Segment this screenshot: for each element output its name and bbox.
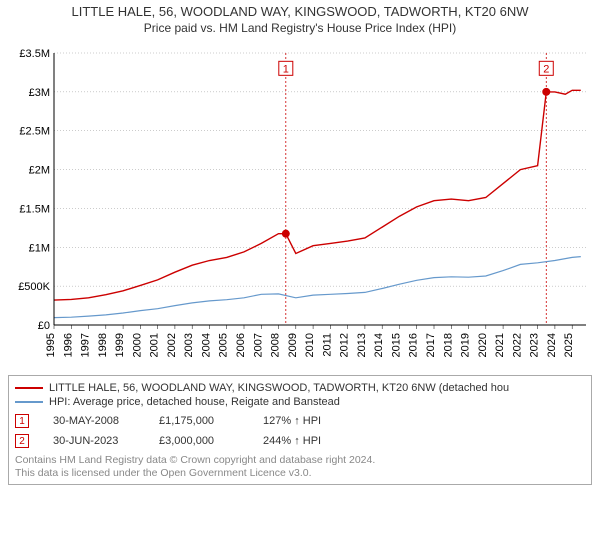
legend: LITTLE HALE, 56, WOODLAND WAY, KINGSWOOD… xyxy=(15,382,585,408)
svg-text:2010: 2010 xyxy=(304,333,316,357)
svg-text:1998: 1998 xyxy=(97,333,109,357)
svg-text:2020: 2020 xyxy=(477,333,489,357)
svg-text:2014: 2014 xyxy=(373,333,385,357)
svg-text:2018: 2018 xyxy=(442,333,454,357)
svg-text:2: 2 xyxy=(543,63,549,75)
svg-text:£1.5M: £1.5M xyxy=(19,203,50,215)
sales-table: 1 30-MAY-2008 £1,175,000 127% ↑ HPI 2 30-JUN-… xyxy=(15,414,585,448)
svg-text:2007: 2007 xyxy=(252,333,264,357)
svg-text:1: 1 xyxy=(283,63,289,75)
sale-row: 1 30-MAY-2008 £1,175,000 127% ↑ HPI xyxy=(15,414,585,428)
svg-text:1999: 1999 xyxy=(114,333,126,357)
legend-item: LITTLE HALE, 56, WOODLAND WAY, KINGSWOOD… xyxy=(15,382,585,394)
legend-item: HPI: Average price, detached house, Reig… xyxy=(15,396,585,408)
legend-label: LITTLE HALE, 56, WOODLAND WAY, KINGSWOOD… xyxy=(49,382,509,394)
price-chart: £0 £500K £1M £1.5M £2M £2.5M £3M £3.5M 1995 1996 1… xyxy=(8,41,592,371)
legend-label: HPI: Average price, detached house, Reig… xyxy=(49,396,340,408)
svg-text:2006: 2006 xyxy=(235,333,247,357)
svg-text:2003: 2003 xyxy=(183,333,195,357)
svg-text:1996: 1996 xyxy=(62,333,74,357)
sale-price: £3,000,000 xyxy=(159,435,239,447)
sale-price: £1,175,000 xyxy=(159,415,239,427)
svg-text:2015: 2015 xyxy=(390,333,402,357)
svg-text:£2.5M: £2.5M xyxy=(19,126,50,138)
sale-date: 30-JUN-2023 xyxy=(53,435,135,447)
svg-text:2004: 2004 xyxy=(200,333,212,357)
sale-marker: 2 xyxy=(15,434,29,448)
svg-text:2002: 2002 xyxy=(166,333,178,357)
svg-text:£0: £0 xyxy=(38,320,50,332)
svg-text:2017: 2017 xyxy=(425,333,437,357)
chart-footer: LITTLE HALE, 56, WOODLAND WAY, KINGSWOOD… xyxy=(8,375,592,485)
svg-text:1995: 1995 xyxy=(45,333,57,357)
license-line2: This data is licensed under the Open Gov… xyxy=(15,467,585,480)
svg-text:2001: 2001 xyxy=(149,333,161,357)
svg-text:2024: 2024 xyxy=(546,333,558,357)
chart-header: LITTLE HALE, 56, WOODLAND WAY, KINGSWOOD… xyxy=(0,0,600,37)
license-text: Contains HM Land Registry data © Crown c… xyxy=(15,454,585,480)
chart-svg: £0 £500K £1M £1.5M £2M £2.5M £3M £3.5M 1995 1996 1… xyxy=(8,41,592,371)
svg-text:2008: 2008 xyxy=(270,333,282,357)
svg-text:2019: 2019 xyxy=(460,333,472,357)
svg-text:2021: 2021 xyxy=(494,333,506,357)
svg-text:£1M: £1M xyxy=(29,242,50,254)
svg-text:2025: 2025 xyxy=(563,333,575,357)
svg-text:2016: 2016 xyxy=(408,333,420,357)
svg-text:2013: 2013 xyxy=(356,333,368,357)
svg-text:£2M: £2M xyxy=(29,165,50,177)
chart-subtitle: Price paid vs. HM Land Registry's House … xyxy=(0,21,600,35)
svg-text:2000: 2000 xyxy=(131,333,143,357)
svg-text:£500K: £500K xyxy=(18,281,50,293)
svg-text:2005: 2005 xyxy=(218,333,230,357)
sale-marker: 1 xyxy=(15,414,29,428)
svg-text:£3M: £3M xyxy=(29,87,50,99)
chart-title: LITTLE HALE, 56, WOODLAND WAY, KINGSWOOD… xyxy=(0,4,600,19)
sale-date: 30-MAY-2008 xyxy=(53,415,135,427)
svg-text:2012: 2012 xyxy=(339,333,351,357)
license-line1: Contains HM Land Registry data © Crown c… xyxy=(15,454,585,467)
sale-hpi: 244% ↑ HPI xyxy=(263,435,353,447)
svg-text:2023: 2023 xyxy=(529,333,541,357)
svg-text:2022: 2022 xyxy=(511,333,523,357)
svg-text:2009: 2009 xyxy=(287,333,299,357)
svg-text:1997: 1997 xyxy=(80,333,92,357)
legend-swatch xyxy=(15,387,43,389)
sale-row: 2 30-JUN-2023 £3,000,000 244% ↑ HPI xyxy=(15,434,585,448)
svg-text:2011: 2011 xyxy=(321,333,333,357)
sale-hpi: 127% ↑ HPI xyxy=(263,415,353,427)
legend-swatch xyxy=(15,401,43,403)
svg-text:£3.5M: £3.5M xyxy=(19,48,50,60)
